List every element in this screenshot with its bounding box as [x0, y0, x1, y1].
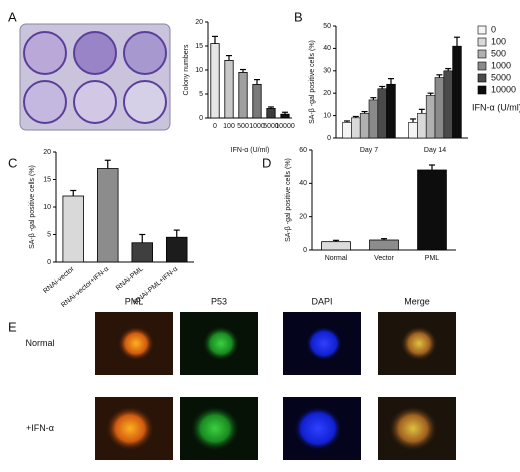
y-tick-label: 10: [43, 204, 51, 211]
bar: [425, 95, 436, 139]
column-header: Merge: [404, 296, 430, 306]
x-tick-label: RNAi-PML: [115, 266, 145, 293]
legend-swatch: [477, 25, 487, 35]
legend-swatch: [477, 61, 487, 71]
bar: [417, 113, 427, 139]
column-header: P53: [211, 296, 227, 306]
y-tick-label: 0: [327, 135, 331, 142]
y-tick-label: 5: [199, 91, 203, 98]
cell-nucleus: [294, 406, 342, 451]
y-tick-label: 20: [195, 19, 203, 26]
panel-letter: B: [294, 9, 303, 24]
legend-swatch: [477, 49, 487, 59]
y-tick-label: 5: [47, 231, 51, 238]
cell-nucleus: [203, 326, 239, 361]
x-tick-label: 500: [237, 123, 249, 130]
y-tick-label: 40: [323, 45, 331, 52]
column-header: PML: [125, 296, 144, 306]
y-tick-label: 30: [323, 68, 331, 75]
x-tick-label: 1000: [249, 123, 265, 130]
y-tick-label: 0: [303, 247, 307, 254]
cell-nucleus: [401, 326, 437, 361]
legend-swatch: [477, 37, 487, 47]
panel-letter: E: [8, 319, 17, 334]
legend-title: IFN-α (U/ml): [472, 102, 520, 112]
row-label: +IFN-α: [26, 423, 54, 433]
y-tick-label: 40: [299, 180, 307, 187]
y-tick-label: 20: [299, 214, 307, 221]
x-tick-label: 10000: [275, 123, 295, 130]
bar: [351, 117, 361, 139]
y-axis-label: SA-β -gal positive cells (%): [309, 40, 316, 124]
bar: [280, 113, 290, 119]
panel-letter: D: [262, 155, 271, 170]
x-tick-label: 100: [223, 123, 235, 130]
y-tick-label: 20: [323, 90, 331, 97]
cell-nucleus: [389, 406, 437, 451]
y-tick-label: 20: [43, 149, 51, 156]
bar: [434, 77, 445, 139]
x-tick-label: 5000: [263, 123, 279, 130]
bar: [321, 241, 351, 251]
y-axis-label: SA-β -gal positive cells (%): [29, 165, 36, 249]
bar: [97, 168, 119, 263]
legend-swatch: [477, 73, 487, 83]
bar: [408, 122, 418, 139]
bar: [386, 83, 396, 139]
x-tick-label: 0: [213, 123, 217, 130]
legend-label: 0: [491, 24, 496, 34]
cell-nucleus: [191, 406, 239, 451]
y-tick-label: 0: [199, 115, 203, 122]
x-axis-label: IFN-α (U/ml): [231, 147, 270, 154]
y-tick-label: 15: [43, 176, 51, 183]
bar: [452, 45, 462, 139]
x-tick-label: Day 14: [424, 147, 446, 154]
legend-swatch: [477, 85, 487, 95]
bar: [417, 169, 447, 251]
row-label: Normal: [25, 338, 54, 348]
bar: [62, 195, 85, 263]
cell-nucleus: [306, 326, 342, 361]
bar: [252, 84, 262, 119]
y-tick-label: 60: [299, 147, 307, 154]
bar: [368, 99, 379, 139]
y-tick-label: 10: [195, 67, 203, 74]
legend-label: 1000: [491, 60, 511, 70]
bar: [342, 122, 352, 139]
panel-letter: C: [8, 155, 17, 170]
bar: [210, 43, 220, 119]
column-header: DAPI: [311, 296, 332, 306]
x-tick-label: RNAi-vector: [42, 265, 76, 295]
y-tick-label: 0: [47, 259, 51, 266]
bar: [238, 72, 248, 119]
cell-nucleus: [118, 326, 154, 361]
x-tick-label: Vector: [374, 255, 395, 262]
y-tick-label: 10: [323, 112, 331, 119]
x-tick-label: PML: [425, 255, 440, 262]
bar: [369, 239, 399, 251]
bar: [443, 70, 453, 139]
legend-label: 500: [491, 48, 506, 58]
x-tick-label: Day 7: [360, 147, 378, 154]
y-tick-label: 15: [195, 43, 203, 50]
bar: [165, 236, 188, 263]
legend-label: 100: [491, 36, 506, 46]
legend-label: 10000: [491, 84, 516, 94]
cell-nucleus: [106, 406, 154, 451]
legend-label: 5000: [491, 72, 511, 82]
bar: [377, 88, 387, 139]
y-axis-label: SA-β -gal positive cells (%): [285, 158, 292, 242]
bar: [359, 113, 370, 139]
x-tick-label: Normal: [325, 255, 348, 262]
y-tick-label: 50: [323, 23, 331, 30]
bar: [224, 60, 234, 119]
y-axis-label: Colony numbers: [183, 44, 190, 95]
panel-letter: A: [8, 9, 17, 24]
bar: [131, 242, 153, 263]
plate-photo: [19, 23, 171, 131]
bar: [266, 108, 276, 119]
